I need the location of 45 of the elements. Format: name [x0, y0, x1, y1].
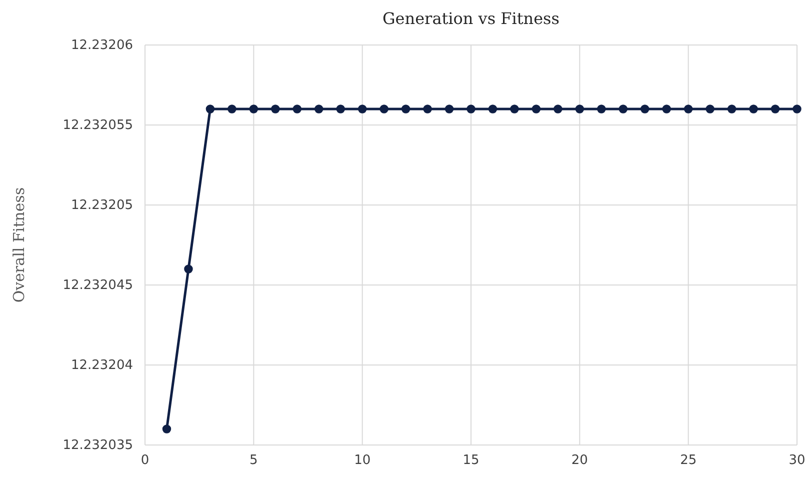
point [618, 104, 628, 114]
point [271, 104, 280, 114]
y-tick-label: 12.232055 [62, 118, 133, 134]
point [554, 104, 562, 114]
y-tick-label: 12.23206 [70, 38, 133, 54]
point [380, 104, 388, 114]
y-tick-label: 12.232035 [62, 438, 133, 454]
point [423, 104, 432, 114]
point [640, 104, 650, 114]
y-tick-label: 12.23204 [70, 358, 133, 374]
point [249, 104, 258, 114]
x-tick-label: 25 [680, 453, 697, 468]
y-tick-label: 12.232045 [62, 278, 133, 294]
point [466, 104, 476, 114]
point [162, 424, 172, 434]
point [336, 104, 345, 114]
x-tick-label: 30 [788, 453, 806, 468]
x-tick-label: 5 [250, 453, 258, 468]
point [206, 104, 215, 114]
x-tick-label: 0 [140, 453, 150, 468]
point [662, 104, 671, 114]
point [597, 104, 606, 114]
point [575, 104, 584, 114]
point [792, 104, 802, 114]
point [727, 104, 736, 114]
y-tick-label: 12.23205 [70, 198, 133, 214]
x-tick-label: 20 [571, 453, 588, 468]
x-tick-label: 15 [462, 453, 480, 468]
point [228, 104, 236, 114]
point [706, 104, 714, 114]
point [292, 104, 302, 114]
point [749, 104, 758, 114]
point [488, 104, 498, 114]
point [510, 104, 519, 114]
point [184, 264, 193, 274]
point [684, 104, 693, 114]
x-tick-label: 10 [354, 453, 371, 468]
point [358, 104, 367, 114]
y-axis-title: Overall Fitness [10, 187, 28, 303]
point [770, 104, 780, 114]
point [532, 104, 541, 114]
point [314, 104, 324, 114]
point [401, 104, 410, 114]
point [444, 104, 454, 114]
chart-title: Generation vs Fitness [382, 9, 560, 28]
